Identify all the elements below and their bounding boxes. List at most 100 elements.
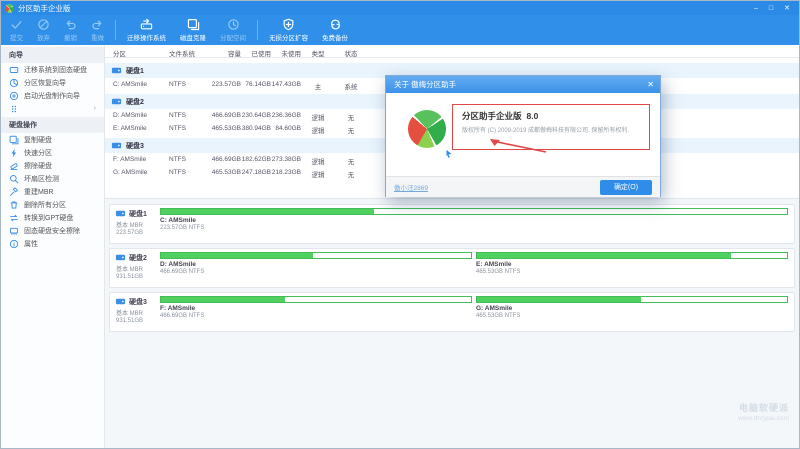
titlebar: 分区助手企业版 – □ ✕ [1,1,799,15]
cell-fs: NTFS [169,112,186,119]
close-icon[interactable]: ✕ [647,79,654,89]
apply-check-icon [10,18,23,31]
toolbar-button-label: 磁盘克隆 [180,35,206,42]
partition-block[interactable]: G: AMSmile 465.53GB NTFS [476,296,788,331]
cell-used: 230.64GB [241,112,271,119]
usage-bar [160,208,788,215]
cell-capacity: 223.57GB [211,81,241,88]
quick-partition-icon [9,148,19,158]
disk-name: 硬盘2 [129,254,147,262]
toolbar-redo-button[interactable]: 重做 [84,15,111,45]
column-header: 容量 [228,51,241,58]
copy-disk-icon [9,135,19,145]
toolbar-discard-button[interactable]: 放弃 [30,15,57,45]
toolbar-lossless-resize-button[interactable]: 无损分区扩容 [262,15,315,45]
cell-unused: 147.43GB [271,81,301,88]
partition-row[interactable]: G: AMSmile NTFS 465.53GB 247.18GB 218.23GB 逻辑… [105,166,799,179]
partition-block[interactable]: D: AMSmile 466.69GB NTFS [160,252,472,287]
support-link[interactable]: 傲小汪2869 [394,185,428,192]
partition-row[interactable]: C: AMSmile NTFS 223.57GB 76.14GB 147.43GB 主 系统 [105,78,799,91]
partition-block[interactable]: F: AMSmile 466.69GB NTFS [160,296,472,331]
usage-bar [476,296,788,303]
toolbar-disk-clone-button[interactable]: 磁盘克隆 [173,15,213,45]
toolbar-button-label: 撤销 [64,35,77,42]
ok-button[interactable]: 确定(O) [600,179,652,195]
sidebar-item-properties[interactable]: 属性 [1,237,104,250]
close-button[interactable]: ✕ [784,4,790,12]
disk-partitions: F: AMSmile 466.69GB NTFS G: AMSmile 465.53G… [158,293,794,331]
about-dialog: 关于 傲梅分区助手 ✕ 分区助手企业版 8.0 版权所有 (C) 2009-201… [385,75,661,197]
rebuild-mbr-icon [9,186,19,197]
cell-used: 247.18GB [241,169,271,176]
sidebar-item-make-bootable-cd-wizard[interactable]: 启动光盘制作向导 [1,89,104,102]
partition-block[interactable]: C: AMSmile 223.57GB NTFS [160,208,788,243]
disk-group-row[interactable]: 硬盘1 [105,63,799,78]
cell-capacity: 465.53GB [211,125,241,132]
partition-label: F: AMSmile [160,305,196,312]
disk-panel[interactable]: 硬盘2 基本 MBR 931.51GB D: AMSmile 466.69GB NTFS… [109,248,795,288]
sidebar-item-convert-to-gpt[interactable]: 转换到GPT硬盘 [1,211,104,224]
sidebar-section-title: 硬盘操作 [1,117,104,133]
watermark-line2: www.dnrypai.com [738,415,789,422]
disk-icon [115,296,126,307]
disk-icon [111,96,122,107]
sidebar-item-migrate-os-to-ssd[interactable]: 迁移系统到固态硬盘 [1,63,104,76]
sidebar-item-bad-sector-check[interactable]: 坏扇区检测 [1,172,104,185]
sidebar-item-delete-all-partitions[interactable]: 删除所有分区 [1,198,104,211]
toolbar-apply-button[interactable]: 提交 [3,15,30,45]
cell-capacity: 466.69GB [211,156,241,163]
sidebar-item-label: 属性 [24,240,38,248]
disk-name: 硬盘1 [129,210,147,218]
migrate-os-icon [140,18,153,31]
toolbar-button-label: 迁移操作系统 [127,35,166,42]
sidebar: 向导 迁移系统到固态硬盘 分区恢复向导 启动光盘制作向导 › 硬盘操作 复制硬盘 快速分区 擦除… [1,45,105,448]
column-header: 状态 [344,51,358,58]
partition-row[interactable]: E: AMSmile NTFS 465.53GB 380.94GB 84.60GB 逻辑 无 [105,122,799,135]
toolbar-allocate-space-button[interactable]: 分配空间 [213,15,253,45]
cell-partition: E: AMSmile [113,125,147,132]
maximize-button[interactable]: □ [768,4,774,12]
cell-status: 无 [347,159,355,166]
disk-panel-title: 硬盘1 [115,208,158,219]
main-panel: 分区 文件系统 容量 已使用 未使用 类型 状态 硬盘1 C: AMSmile NTFS 223.… [105,45,799,448]
sidebar-item-wipe-disk[interactable]: 擦除硬盘 [1,159,104,172]
partition-detail: 465.53GB NTFS [476,269,521,275]
boot-disc-icon [9,91,19,101]
cell-fs: NTFS [169,156,186,163]
disk-panel[interactable]: 硬盘3 基本 MBR 931.51GB F: AMSmile 466.69GB NTFS… [109,292,795,332]
product-title: 分区助手企业版 8.0 [462,111,539,121]
cell-unused: 273.38GB [271,156,301,163]
disk-icon [111,140,122,151]
partition-row[interactable]: F: AMSmile NTFS 466.69GB 182.62GB 273.38GB 逻辑… [105,153,799,166]
toolbar-undo-button[interactable]: 撤销 [57,15,84,45]
sidebar-item-ssd-secure-erase[interactable]: 固态硬盘安全擦除 [1,224,104,237]
partition-row[interactable]: D: AMSmile NTFS 466.69GB 230.64GB 236.36GB 逻辑… [105,109,799,122]
sidebar-item-copy-disk[interactable]: 复制硬盘 [1,133,104,146]
toolbar-migrate-os-button[interactable]: 迁移操作系统 [120,15,173,45]
cursor-icon [444,149,454,159]
sidebar-item-partition-recovery-wizard[interactable]: 分区恢复向导 [1,76,104,89]
partition-label: G: AMSmile [476,305,513,312]
cell-unused: 236.36GB [271,112,301,119]
product-version: 8.0 [526,111,539,121]
disk-clone-icon [187,18,200,31]
disk-icon [115,252,126,263]
redo-icon [91,18,104,31]
minimize-button[interactable]: – [753,4,758,12]
disk-map: 硬盘1 基本 MBR 223.57GB C: AMSmile 223.57GB NTFS… [105,198,799,448]
cell-type: 逻辑 [311,128,325,135]
disk-name: 硬盘3 [129,298,147,306]
toolbar-free-backup-button[interactable]: 免费备份 [315,15,355,45]
partition-block[interactable]: E: AMSmile 465.53GB NTFS [476,252,788,287]
column-header: 未使用 [281,51,302,58]
sidebar-item-quick-partition[interactable]: 快速分区 [1,146,104,159]
cell-type: 主 [314,84,322,91]
disk-group-label: 硬盘1 [126,67,144,75]
sidebar-item-rebuild-mbr[interactable]: 重建MBR [1,185,104,198]
disk-panel[interactable]: 硬盘1 基本 MBR 223.57GB C: AMSmile 223.57GB NTFS [109,204,795,244]
toolbar-button-label: 重做 [91,35,104,42]
sidebar-item-more-wizards[interactable]: › [1,102,104,115]
chevron-right-icon: › [93,105,96,112]
cell-used: 76.14GB [245,81,271,88]
